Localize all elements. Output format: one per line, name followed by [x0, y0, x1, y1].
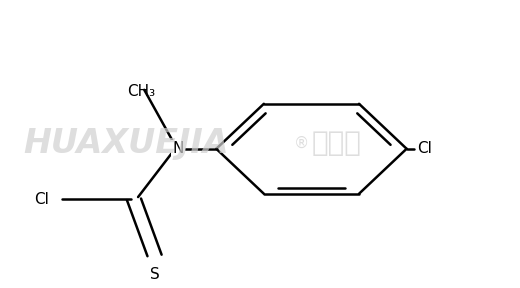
- Text: CH₃: CH₃: [127, 84, 156, 99]
- Text: N: N: [172, 141, 184, 156]
- Text: S: S: [150, 267, 160, 282]
- Text: HUAXUEJIA: HUAXUEJIA: [23, 127, 229, 160]
- Text: ®: ®: [293, 136, 309, 151]
- Text: Cl: Cl: [417, 141, 432, 156]
- Text: 化学加: 化学加: [311, 129, 361, 157]
- Text: Cl: Cl: [34, 192, 49, 207]
